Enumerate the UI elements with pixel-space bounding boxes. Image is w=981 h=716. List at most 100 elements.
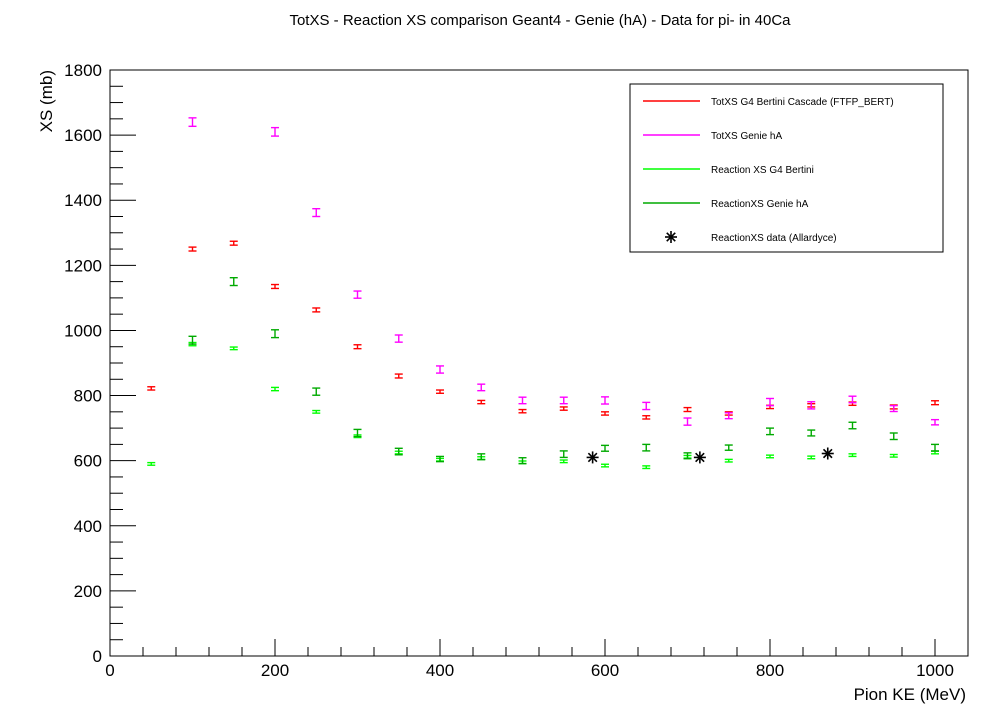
data-point-errorbar [807,401,816,410]
data-point-errorbar [147,461,156,466]
legend-label: ReactionXS data (Allardyce) [711,233,837,244]
legend-entry: TotXS G4 Bertini Cascade (FTFP_BERT) [643,97,894,108]
data-point-errorbar [188,335,197,345]
data-point-errorbar [642,415,651,420]
data-point-errorbar [931,443,939,452]
data-point-errorbar [931,450,939,455]
data-point-errorbar [642,443,651,452]
data-point-errorbar [353,344,362,350]
data-point-star [693,451,706,464]
y-tick-label: 1000 [64,321,102,340]
data-point-star [586,451,599,464]
data-point-errorbar [724,444,733,451]
data-point-errorbar [559,450,568,459]
y-tick-label: 400 [74,517,102,536]
data-point-errorbar [312,207,321,218]
legend-label: TotXS Genie hA [711,131,782,142]
data-point-errorbar [271,283,279,290]
data-point-errorbar [312,387,321,396]
series-0 [147,240,939,420]
legend-marker-star [665,231,677,243]
data-point-errorbar [271,386,279,392]
legend-entry: ReactionXS data (Allardyce) [665,231,837,244]
data-point-errorbar [188,117,197,128]
data-point-errorbar [477,383,486,392]
data-point-errorbar [931,400,939,406]
data-point-errorbar [601,396,609,405]
data-point-errorbar [683,417,692,426]
data-point-errorbar [229,277,238,287]
y-axis: 0 200 400 600 800 1000 1200 1400 1600 1800 [64,61,136,666]
data-point-errorbar [436,455,444,463]
y-tick-label: 1800 [64,61,102,80]
data-point-errorbar [353,428,362,438]
data-point-errorbar [601,463,609,468]
data-point-errorbar [312,307,321,313]
data-point-errorbar [642,401,651,411]
data-point-errorbar [477,453,486,461]
x-axis: 0 200 400 600 800 1000 [105,639,969,680]
series-layer [147,117,939,470]
data-point-errorbar [518,408,527,414]
chart-title: TotXS - Reaction XS comparison Geant4 - … [289,12,791,29]
data-point-errorbar [848,453,857,458]
data-point-errorbar [147,386,156,391]
series-3 [188,277,939,465]
data-point-errorbar [559,459,568,464]
data-point-errorbar [518,396,527,405]
x-tick-label: 800 [756,661,784,680]
data-point-errorbar [848,395,857,404]
data-point-errorbar [271,126,279,137]
data-point-errorbar [683,452,692,460]
data-point-errorbar [436,365,444,374]
data-point-errorbar [394,447,403,456]
y-axis-label: XS (mb) [37,70,56,132]
data-point-errorbar [807,429,816,437]
x-tick-label: 600 [591,661,619,680]
data-point-errorbar [848,421,857,430]
data-point-errorbar [601,444,609,452]
legend: TotXS G4 Bertini Cascade (FTFP_BERT) TotX… [629,83,944,253]
legend-entry: ReactionXS Genie hA [643,199,809,210]
x-axis-label: Pion KE (MeV) [854,685,966,704]
data-point-errorbar [559,396,568,405]
data-point-errorbar [229,240,238,246]
legend-label: TotXS G4 Bertini Cascade (FTFP_BERT) [711,97,894,108]
data-point-errorbar [229,346,238,351]
legend-label: ReactionXS Genie hA [711,199,809,210]
data-point-errorbar [889,404,898,413]
data-point-errorbar [766,454,774,459]
data-point-errorbar [889,432,898,441]
data-point-star [821,447,834,460]
data-point-errorbar [436,389,444,394]
series-1 [188,117,939,426]
legend-entry: Reaction XS G4 Bertini [643,165,814,176]
data-point-errorbar [766,427,774,436]
data-point-errorbar [394,334,403,343]
series-4 [586,447,834,464]
data-point-errorbar [312,409,321,414]
x-tick-label: 200 [261,661,289,680]
y-tick-label: 600 [74,452,102,471]
legend-label: Reaction XS G4 Bertini [711,165,814,176]
y-tick-label: 1400 [64,191,102,210]
x-tick-label: 1000 [916,661,954,680]
data-point-errorbar [889,453,898,458]
data-point-errorbar [559,406,568,411]
y-tick-label: 0 [93,647,102,666]
data-point-errorbar [683,406,692,413]
data-point-errorbar [271,329,279,339]
data-point-errorbar [724,458,733,463]
y-tick-label: 200 [74,582,102,601]
y-tick-label: 1200 [64,256,102,275]
legend-box [629,83,944,253]
data-point-errorbar [642,465,651,470]
y-tick-label: 1600 [64,126,102,145]
data-point-errorbar [188,246,197,252]
data-point-errorbar [931,418,939,426]
data-point-errorbar [601,411,609,416]
x-tick-label: 0 [105,661,114,680]
data-point-errorbar [353,290,362,299]
data-point-errorbar [766,397,774,407]
data-point-errorbar [724,412,733,420]
